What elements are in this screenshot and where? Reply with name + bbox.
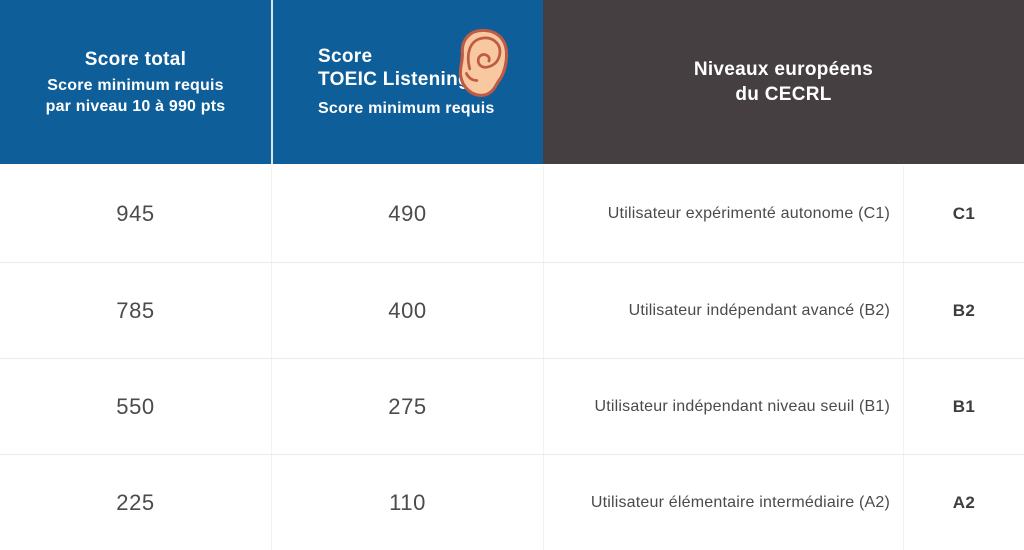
level-description: Utilisateur indépendant niveau seuil (B1… [543, 359, 903, 454]
header-cecrl: Niveaux européens du CECRL [543, 0, 1024, 164]
table-row: 550 275 Utilisateur indépendant niveau s… [0, 358, 1024, 454]
level-code: B2 [903, 263, 1024, 358]
table-header: Score total Score minimum requis par niv… [0, 0, 1024, 164]
ear-icon [453, 27, 515, 100]
level-code: C1 [903, 166, 1024, 262]
level-description: Utilisateur indépendant avancé (B2) [543, 263, 903, 358]
cecrl-line-2: du CECRL [735, 84, 832, 105]
score-total-subtitle-1: Score minimum requis [47, 76, 224, 94]
score-total-subtitle-2: par niveau 10 à 990 pts [45, 97, 226, 115]
level-code: A2 [903, 455, 1024, 550]
table-body: 945 490 Utilisateur expérimenté autonome… [0, 166, 1024, 550]
table-row: 945 490 Utilisateur expérimenté autonome… [0, 166, 1024, 262]
score-total-title: Score total [84, 48, 187, 70]
score-listening-value: 110 [271, 455, 543, 550]
score-listening-line-3: Score minimum requis [318, 100, 495, 117]
level-code: B1 [903, 359, 1024, 454]
score-listening-text: Score TOEIC Listening Score minimum requ… [273, 45, 495, 119]
score-listening-value: 400 [271, 263, 543, 358]
score-listening-value: 490 [271, 166, 543, 262]
score-total-value: 550 [116, 393, 155, 419]
score-total-value: 225 [116, 489, 155, 515]
level-description: Utilisateur expérimenté autonome (C1) [543, 166, 903, 262]
score-total-value: 785 [116, 297, 155, 323]
header-score-total: Score total Score minimum requis par niv… [0, 0, 271, 164]
table-row: 225 110 Utilisateur élémentaire interméd… [0, 454, 1024, 550]
score-total-value: 945 [116, 201, 155, 226]
header-column-divider [271, 0, 273, 164]
score-listening-value: 275 [271, 359, 543, 454]
score-listening-line-1: Score [318, 46, 373, 67]
score-listening-line-2: TOEIC Listening [318, 69, 470, 90]
table-row: 785 400 Utilisateur indépendant avancé (… [0, 262, 1024, 358]
cecrl-line-1: Niveaux européens [693, 59, 874, 80]
header-score-listening: Score TOEIC Listening Score minimum requ… [273, 0, 543, 164]
level-description: Utilisateur élémentaire intermédiaire (A… [543, 455, 903, 550]
